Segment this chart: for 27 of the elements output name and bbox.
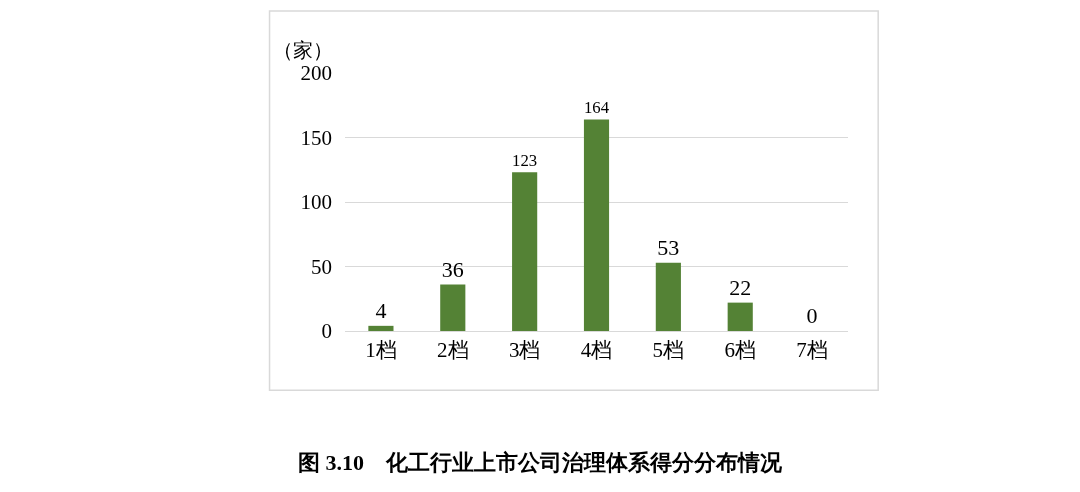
- data-label: 22: [729, 274, 752, 300]
- data-label: 123: [512, 150, 538, 170]
- data-label: 4: [375, 297, 387, 323]
- y-tick-label: 50: [311, 254, 332, 279]
- y-tick-label: 150: [300, 125, 332, 150]
- bar: [440, 284, 466, 331]
- x-tick-label: 7档: [796, 338, 828, 363]
- bar: [512, 172, 538, 331]
- data-label: 36: [441, 256, 464, 282]
- x-tick-label: 1档: [365, 338, 397, 363]
- data-label: 0: [806, 303, 818, 328]
- y-tick-label: 0: [321, 319, 332, 344]
- y-axis-title: （家）: [273, 39, 333, 61]
- y-tick-label: 100: [300, 190, 332, 215]
- x-tick-label: 5档: [652, 338, 685, 363]
- data-label: 53: [657, 234, 680, 260]
- x-tick-label: 2档: [437, 338, 469, 363]
- bar: [655, 262, 681, 331]
- x-tick-label: 6档: [724, 338, 756, 363]
- bar: [583, 119, 610, 331]
- text: 图 3.10 化工行业上市公司治理体系得分分布情况: [298, 450, 783, 476]
- bar: [727, 302, 753, 331]
- bar: [368, 325, 394, 331]
- data-label: 164: [583, 97, 610, 117]
- y-tick-label: 200: [300, 61, 332, 86]
- x-tick-label: 4档: [580, 338, 613, 363]
- x-tick-label: 3档: [508, 338, 541, 363]
